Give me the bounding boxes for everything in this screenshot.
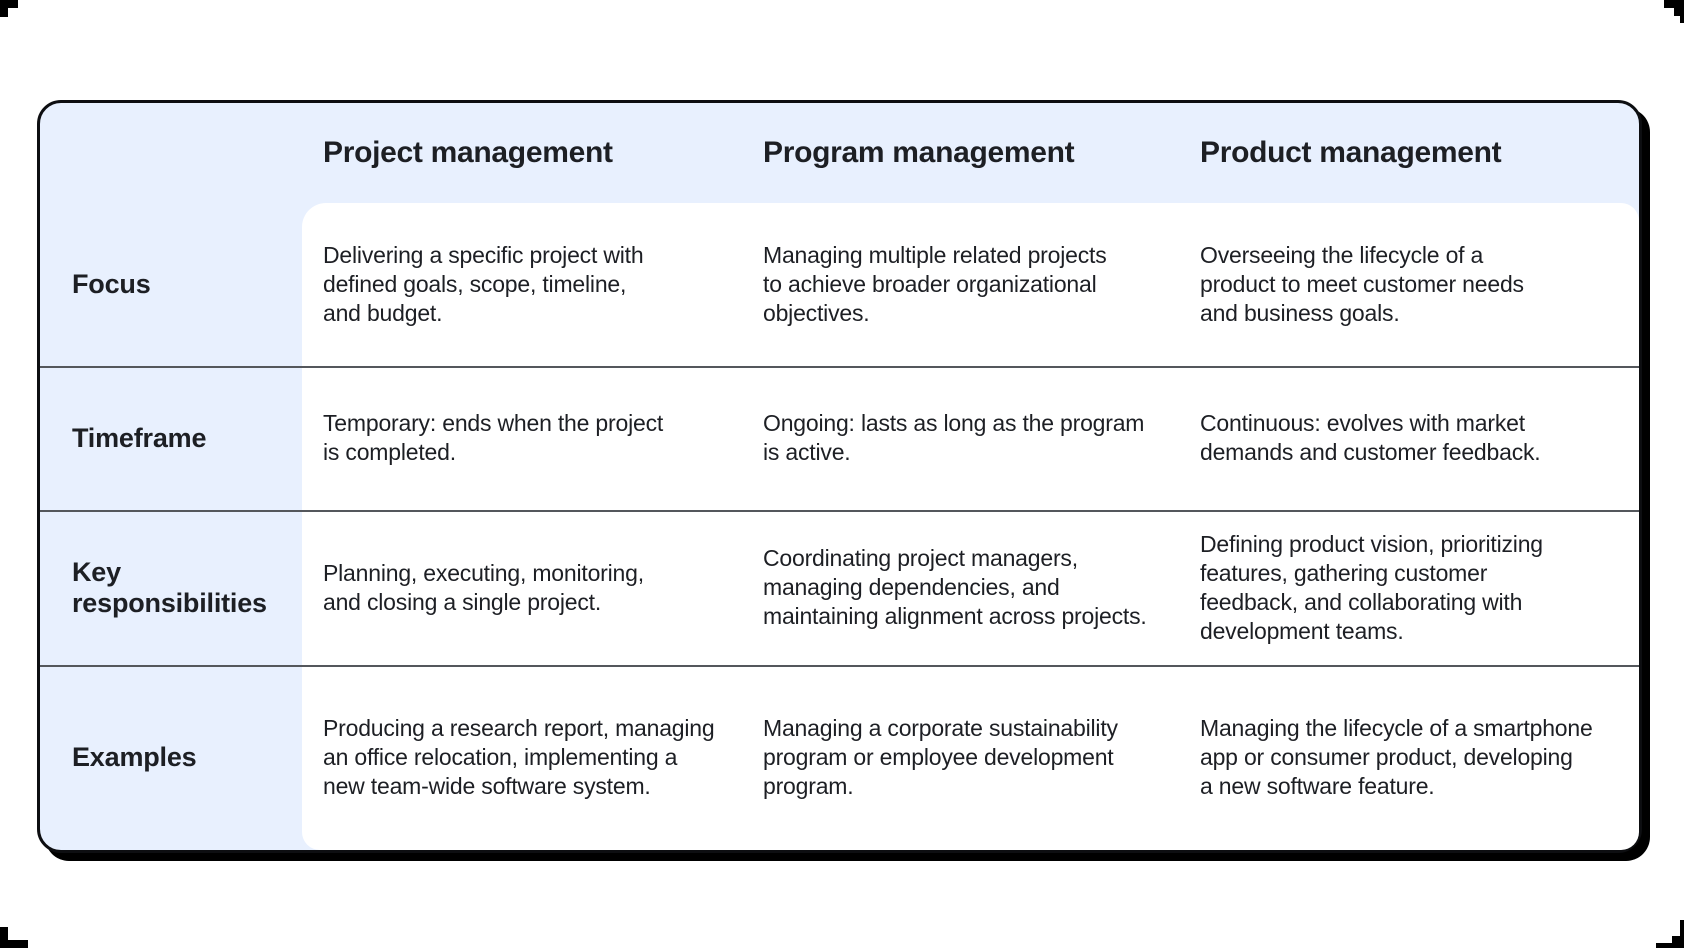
- header-corner-blank: [40, 103, 302, 203]
- row-header-label: Timeframe: [72, 422, 207, 453]
- cell-timeframe-program: Ongoing: lasts as long as the program is…: [742, 366, 1179, 510]
- cell-examples-program: Managing a corporate sustainability prog…: [742, 665, 1179, 850]
- row-header-key-responsibilities: Key responsibilities: [40, 510, 302, 665]
- row-header-label: Examples: [72, 742, 197, 772]
- cell-text: Managing a corporate sustainability prog…: [763, 715, 1118, 799]
- cell-text: Temporary: ends when the project is comp…: [323, 410, 664, 465]
- cell-text: Delivering a specific project with defin…: [323, 242, 644, 326]
- row-header-label: Key responsibilities: [72, 556, 267, 618]
- cell-text: Ongoing: lasts as long as the program is…: [763, 410, 1145, 465]
- cell-text: Overseeing the lifecycle of a product to…: [1200, 242, 1524, 326]
- cell-timeframe-product: Continuous: evolves with market demands …: [1179, 366, 1639, 510]
- cell-key-responsibilities-project: Planning, executing, monitoring, and clo…: [302, 510, 742, 665]
- row-divider-1: [40, 366, 1639, 368]
- row-header-focus: Focus: [40, 203, 302, 366]
- row-divider-3: [40, 665, 1639, 667]
- row-header-examples: Examples: [40, 665, 302, 850]
- cell-text: Managing the lifecycle of a smartphone a…: [1200, 715, 1593, 799]
- cell-text: Defining product vision, prioritizing fe…: [1200, 530, 1543, 644]
- row-divider-2: [40, 510, 1639, 512]
- cell-focus-program: Managing multiple related projects to ac…: [742, 203, 1179, 366]
- cell-text: Managing multiple related projects to ac…: [763, 242, 1107, 326]
- cell-focus-project: Delivering a specific project with defin…: [302, 203, 742, 366]
- comparison-table: Project management Program management Pr…: [40, 103, 1639, 850]
- column-header-label: Program management: [763, 136, 1075, 169]
- column-header-product-management: Product management: [1179, 103, 1639, 203]
- cell-text: Planning, executing, monitoring, and clo…: [323, 559, 644, 615]
- cell-key-responsibilities-program: Coordinating project managers, managing …: [742, 510, 1179, 665]
- column-header-label: Product management: [1200, 136, 1502, 169]
- cell-examples-product: Managing the lifecycle of a smartphone a…: [1179, 665, 1639, 850]
- cell-text: Producing a research report, managing an…: [323, 715, 715, 799]
- cell-examples-project: Producing a research report, managing an…: [302, 665, 742, 850]
- cell-text: Coordinating project managers, managing …: [763, 545, 1147, 629]
- cell-text: Continuous: evolves with market demands …: [1200, 410, 1541, 465]
- column-header-project-management: Project management: [302, 103, 742, 203]
- column-header-program-management: Program management: [742, 103, 1179, 203]
- column-header-label: Project management: [323, 136, 613, 169]
- cell-timeframe-project: Temporary: ends when the project is comp…: [302, 366, 742, 510]
- cell-focus-product: Overseeing the lifecycle of a product to…: [1179, 203, 1639, 366]
- comparison-table-card: Project management Program management Pr…: [37, 100, 1642, 853]
- row-header-label: Focus: [72, 269, 151, 299]
- row-header-timeframe: Timeframe: [40, 366, 302, 510]
- content-background: [302, 203, 1639, 850]
- cell-key-responsibilities-product: Defining product vision, prioritizing fe…: [1179, 510, 1639, 665]
